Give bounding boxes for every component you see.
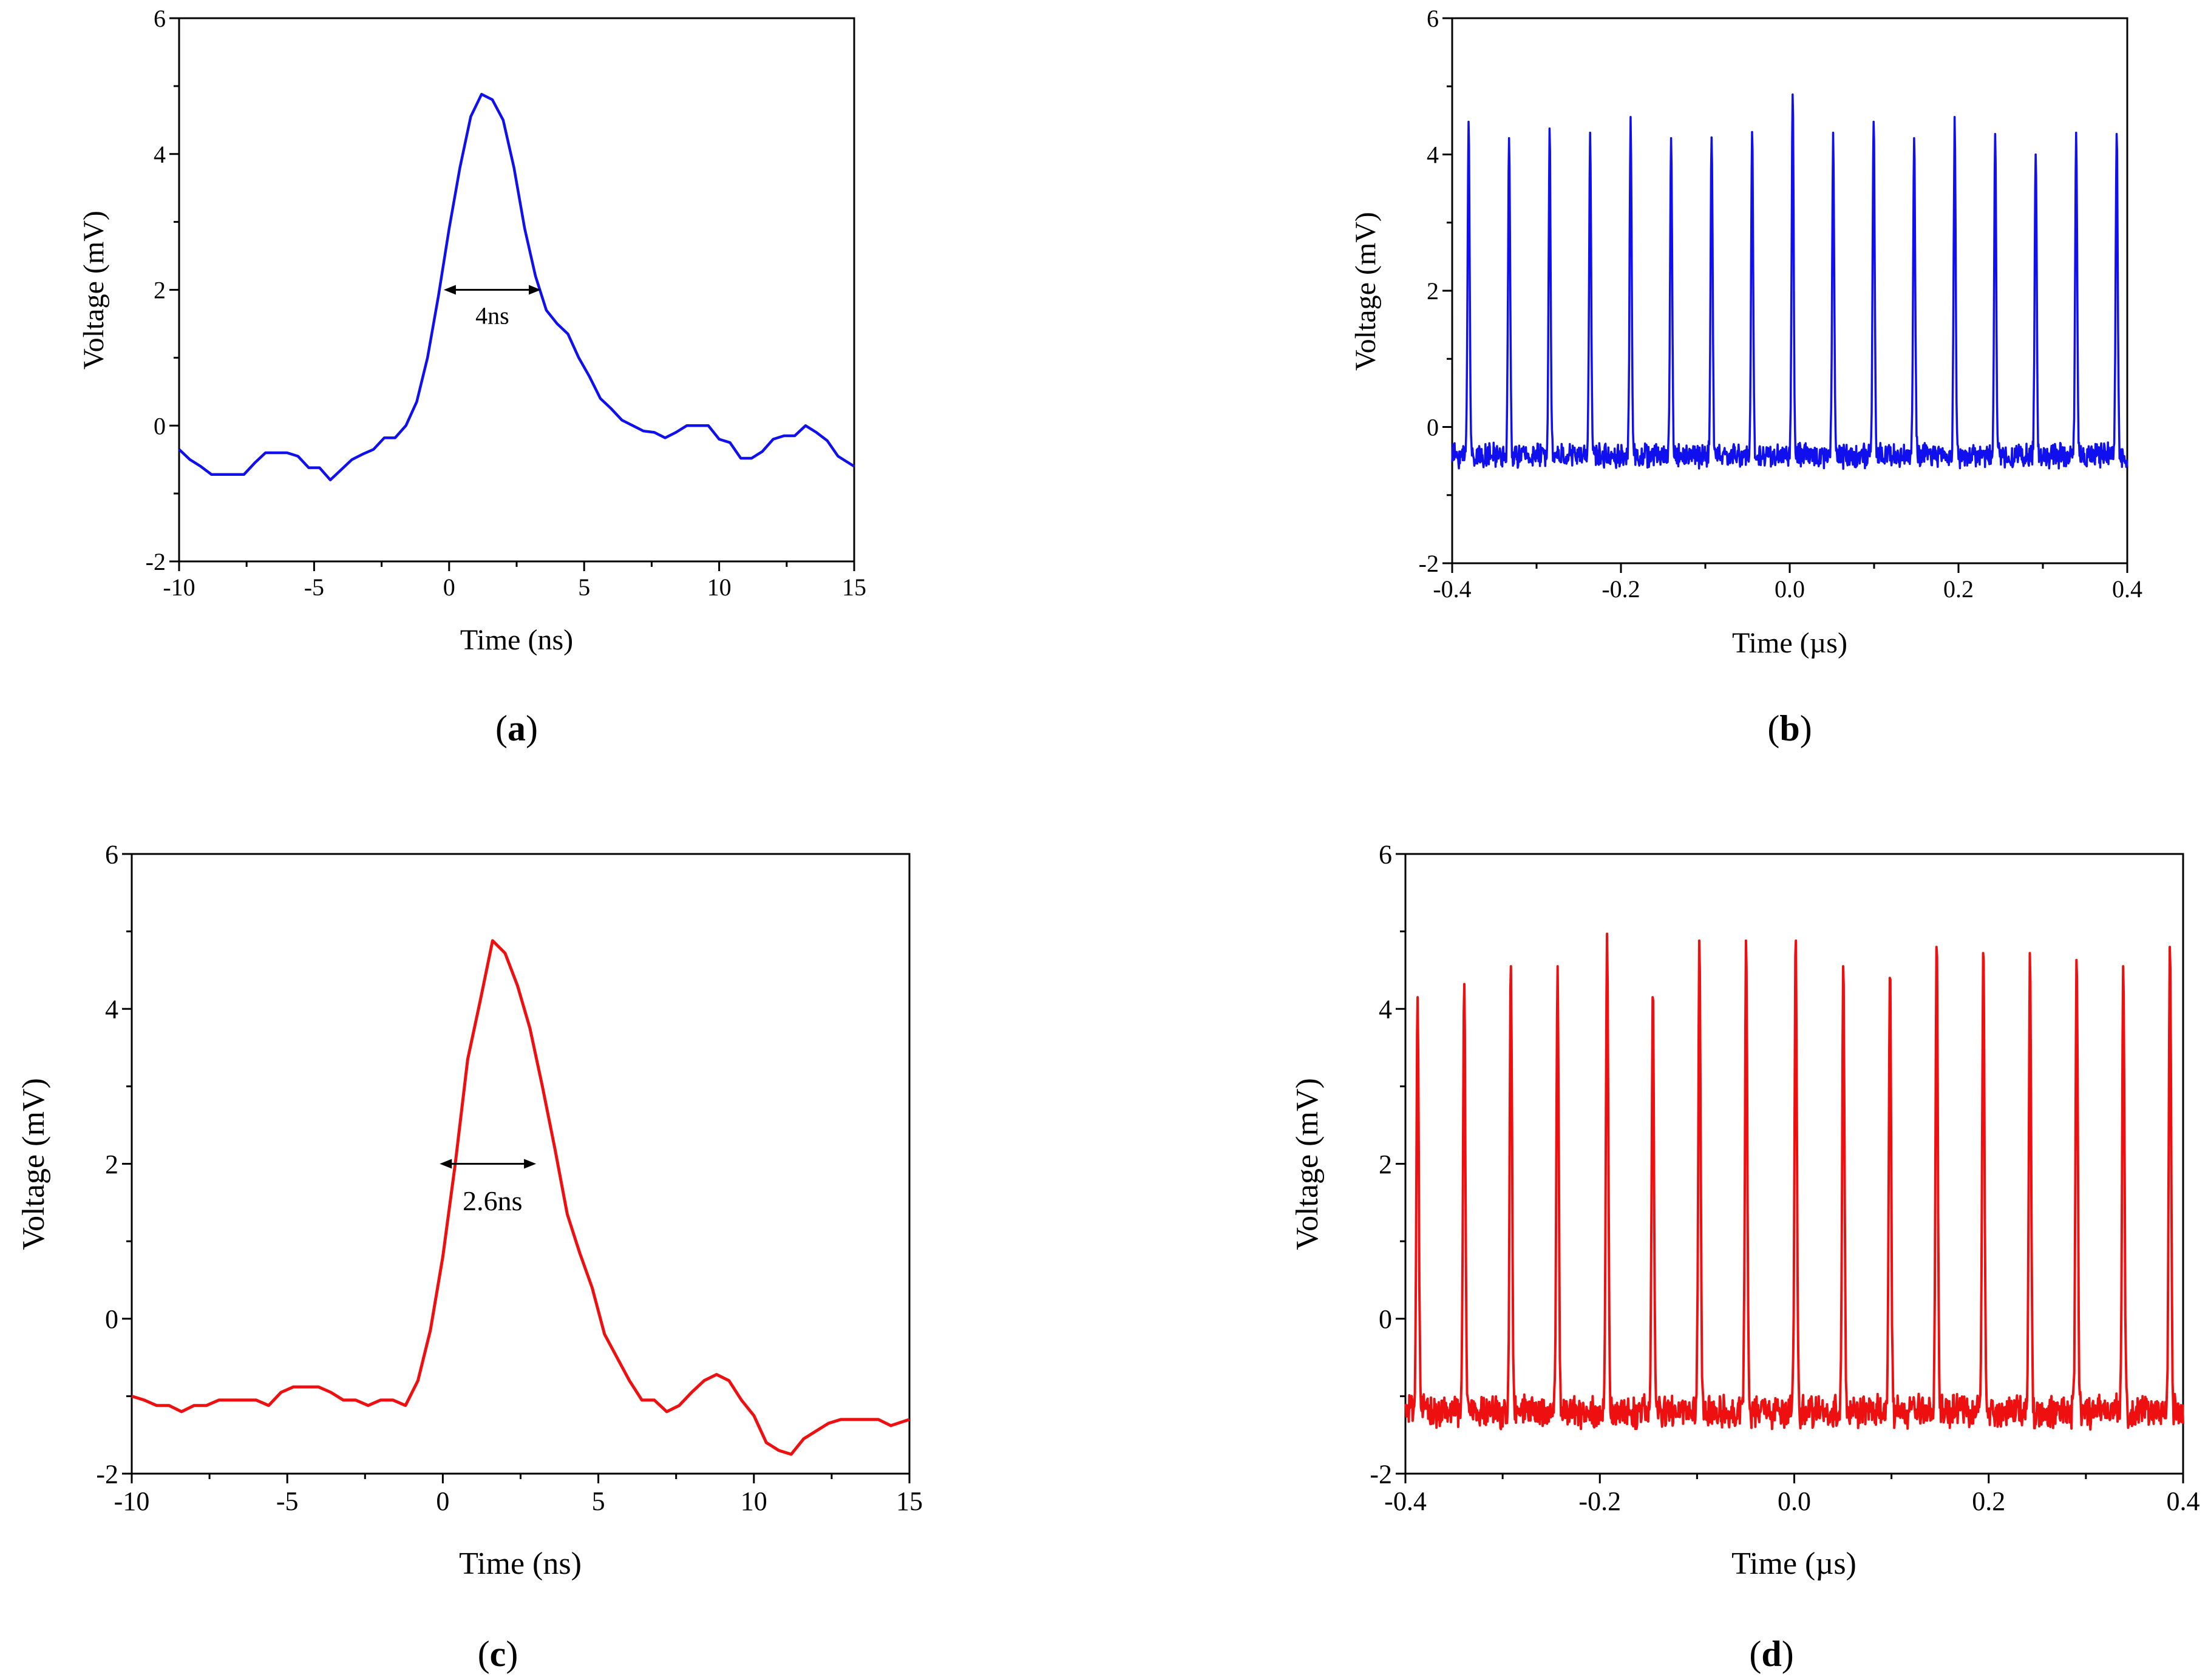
panel-a-x-tick-label: 0 [443,574,455,601]
panel-a-fwhm-label: 4ns [475,302,509,329]
panel-c-x-tick-label: 10 [741,1486,767,1516]
panel-d-y-tick-label: 4 [1379,995,1392,1025]
panel-c-y-ticks: -2 0 2 4 6 [96,839,132,1489]
panel-c-x-tick-label: 5 [592,1486,605,1516]
panel-d-x-tick-label: 0.2 [1972,1486,2005,1516]
panel-d-y-axis-label: Voltage (mV) [1290,1078,1325,1250]
panel-d-voltage-line [1404,932,2184,1431]
panel-d-chart: -2 0 2 4 6 -0.4 -0.2 0.0 0.2 0.4 Time (µs) Volta… [1290,839,2200,1674]
panel-d-y-ticks: -2 0 2 4 6 [1370,839,1405,1489]
panel-d-x-ticks: -0.4 -0.2 0.0 0.2 0.4 [1384,1474,2200,1516]
panel-c-x-tick-label: -5 [276,1486,299,1516]
panel-c-caption: (c) [478,1634,518,1674]
panel-c-x-ticks: -10 -5 0 5 10 15 [114,1474,923,1516]
panel-d-y-tick-label: 2 [1379,1150,1392,1179]
panel-c-x-tick-label: 15 [896,1486,923,1516]
panel-a-chart: -2 0 2 4 6 -10 -5 0 5 10 15 4ns Time (ns) Voltage… [78,5,866,748]
panel-b-voltage-line [1451,93,2128,470]
panel-c-y-tick-label: 4 [105,995,118,1025]
panel-b-y-axis-label: Voltage (mV) [1350,212,1382,371]
panel-b-y-tick-label: 4 [1427,141,1439,169]
panel-c-y-tick-label: 0 [105,1304,118,1334]
panel-a-caption-letter: a [508,708,526,748]
panel-a-y-ticks: -2 0 2 4 6 [146,5,179,575]
panel-d-y-tick-label: 0 [1379,1304,1392,1334]
panel-c-x-tick-label: 0 [436,1486,449,1516]
panel-a-fwhm-arrowhead-right [529,285,542,295]
panel-d-y-tick-label: -2 [1370,1459,1392,1489]
panel-a-x-tick-label: 10 [707,574,732,601]
panel-c-chart: -2 0 2 4 6 -10 -5 0 5 10 15 2.6ns Time (ns) Volta… [16,839,923,1674]
panel-d-y-tick-label: 6 [1379,839,1392,869]
panel-c-series [131,939,910,1456]
panel-b-y-ticks: -2 0 2 4 6 [1419,5,1452,577]
panel-c-y-tick-label: -2 [96,1459,118,1489]
panel-a-x-tick-label: -5 [304,574,324,601]
panel-a-y-tick-label: -2 [146,548,166,575]
panel-a-y-tick-label: 2 [154,277,166,304]
panel-b-y-tick-label: 0 [1427,414,1439,441]
panel-d-x-tick-label: 0.0 [1778,1486,1811,1516]
panel-a-y-tick-label: 6 [154,5,166,32]
panel-a-y-tick-label: 4 [154,141,166,168]
panel-a-x-axis-label: Time (ns) [460,624,573,656]
panel-a-annotation: 4ns [443,285,542,329]
panel-a-voltage-line [178,93,855,482]
panel-b-x-tick-label: 0.2 [1943,575,1974,603]
panel-b-caption: (b) [1767,708,1812,748]
panel-a-y-tick-label: 0 [154,412,166,439]
panel-b-x-tick-label: 0.4 [2112,575,2142,603]
panel-c-x-tick-label: -10 [114,1486,150,1516]
panel-c-y-axis-label: Voltage (mV) [16,1078,51,1250]
panel-c-y-tick-label: 2 [105,1150,118,1179]
panel-d-series [1404,932,2184,1431]
panel-b-chart: -2 0 2 4 6 -0.4 -0.2 0.0 0.2 0.4 Time (µs) Volta… [1350,5,2142,748]
panel-a-y-axis-label: Voltage (mV) [78,211,110,370]
panel-a-series [178,93,855,482]
panel-b-x-tick-label: -0.4 [1433,575,1471,603]
panel-a-x-ticks: -10 -5 0 5 10 15 [163,561,866,601]
panel-b-y-tick-label: 2 [1427,277,1439,305]
panel-c-annotation: 2.6ns [440,1159,537,1216]
panel-b-caption-letter: b [1779,708,1799,748]
panel-a-x-tick-label: -10 [163,574,195,601]
panel-d-caption-letter: d [1761,1634,1781,1674]
panel-b-y-tick-label: -2 [1419,550,1439,577]
panel-c-fwhm-label: 2.6ns [463,1185,522,1216]
panel-c-y-tick-label: 6 [105,839,118,869]
panel-d-x-tick-label: 0.4 [2167,1486,2200,1516]
panel-b-series [1451,93,2128,470]
panel-c-caption-letter: c [490,1634,506,1674]
panel-d-x-axis-label: Time (µs) [1731,1546,1856,1581]
panel-b-x-tick-label: -0.2 [1602,575,1640,603]
panel-d-caption: (d) [1749,1634,1793,1674]
panel-a-caption: (a) [495,708,538,748]
panel-c-x-axis-label: Time (ns) [459,1546,582,1581]
panel-c-voltage-line [131,939,910,1456]
panel-b-y-tick-label: 6 [1427,5,1439,32]
panel-d-x-tick-label: -0.4 [1384,1486,1427,1516]
panel-d-x-tick-label: -0.2 [1578,1486,1621,1516]
panel-a-fwhm-arrowhead-left [443,285,456,295]
panel-b-x-tick-label: 0.0 [1775,575,1805,603]
panel-b-x-ticks: -0.4 -0.2 0.0 0.2 0.4 [1433,563,2142,603]
panel-a-x-tick-label: 5 [578,574,590,601]
panel-c-fwhm-arrowhead-right [524,1159,537,1169]
panel-b-x-axis-label: Time (µs) [1732,627,1847,659]
panel-c-fwhm-arrowhead-left [440,1159,452,1169]
panel-a-x-tick-label: 15 [842,574,866,601]
